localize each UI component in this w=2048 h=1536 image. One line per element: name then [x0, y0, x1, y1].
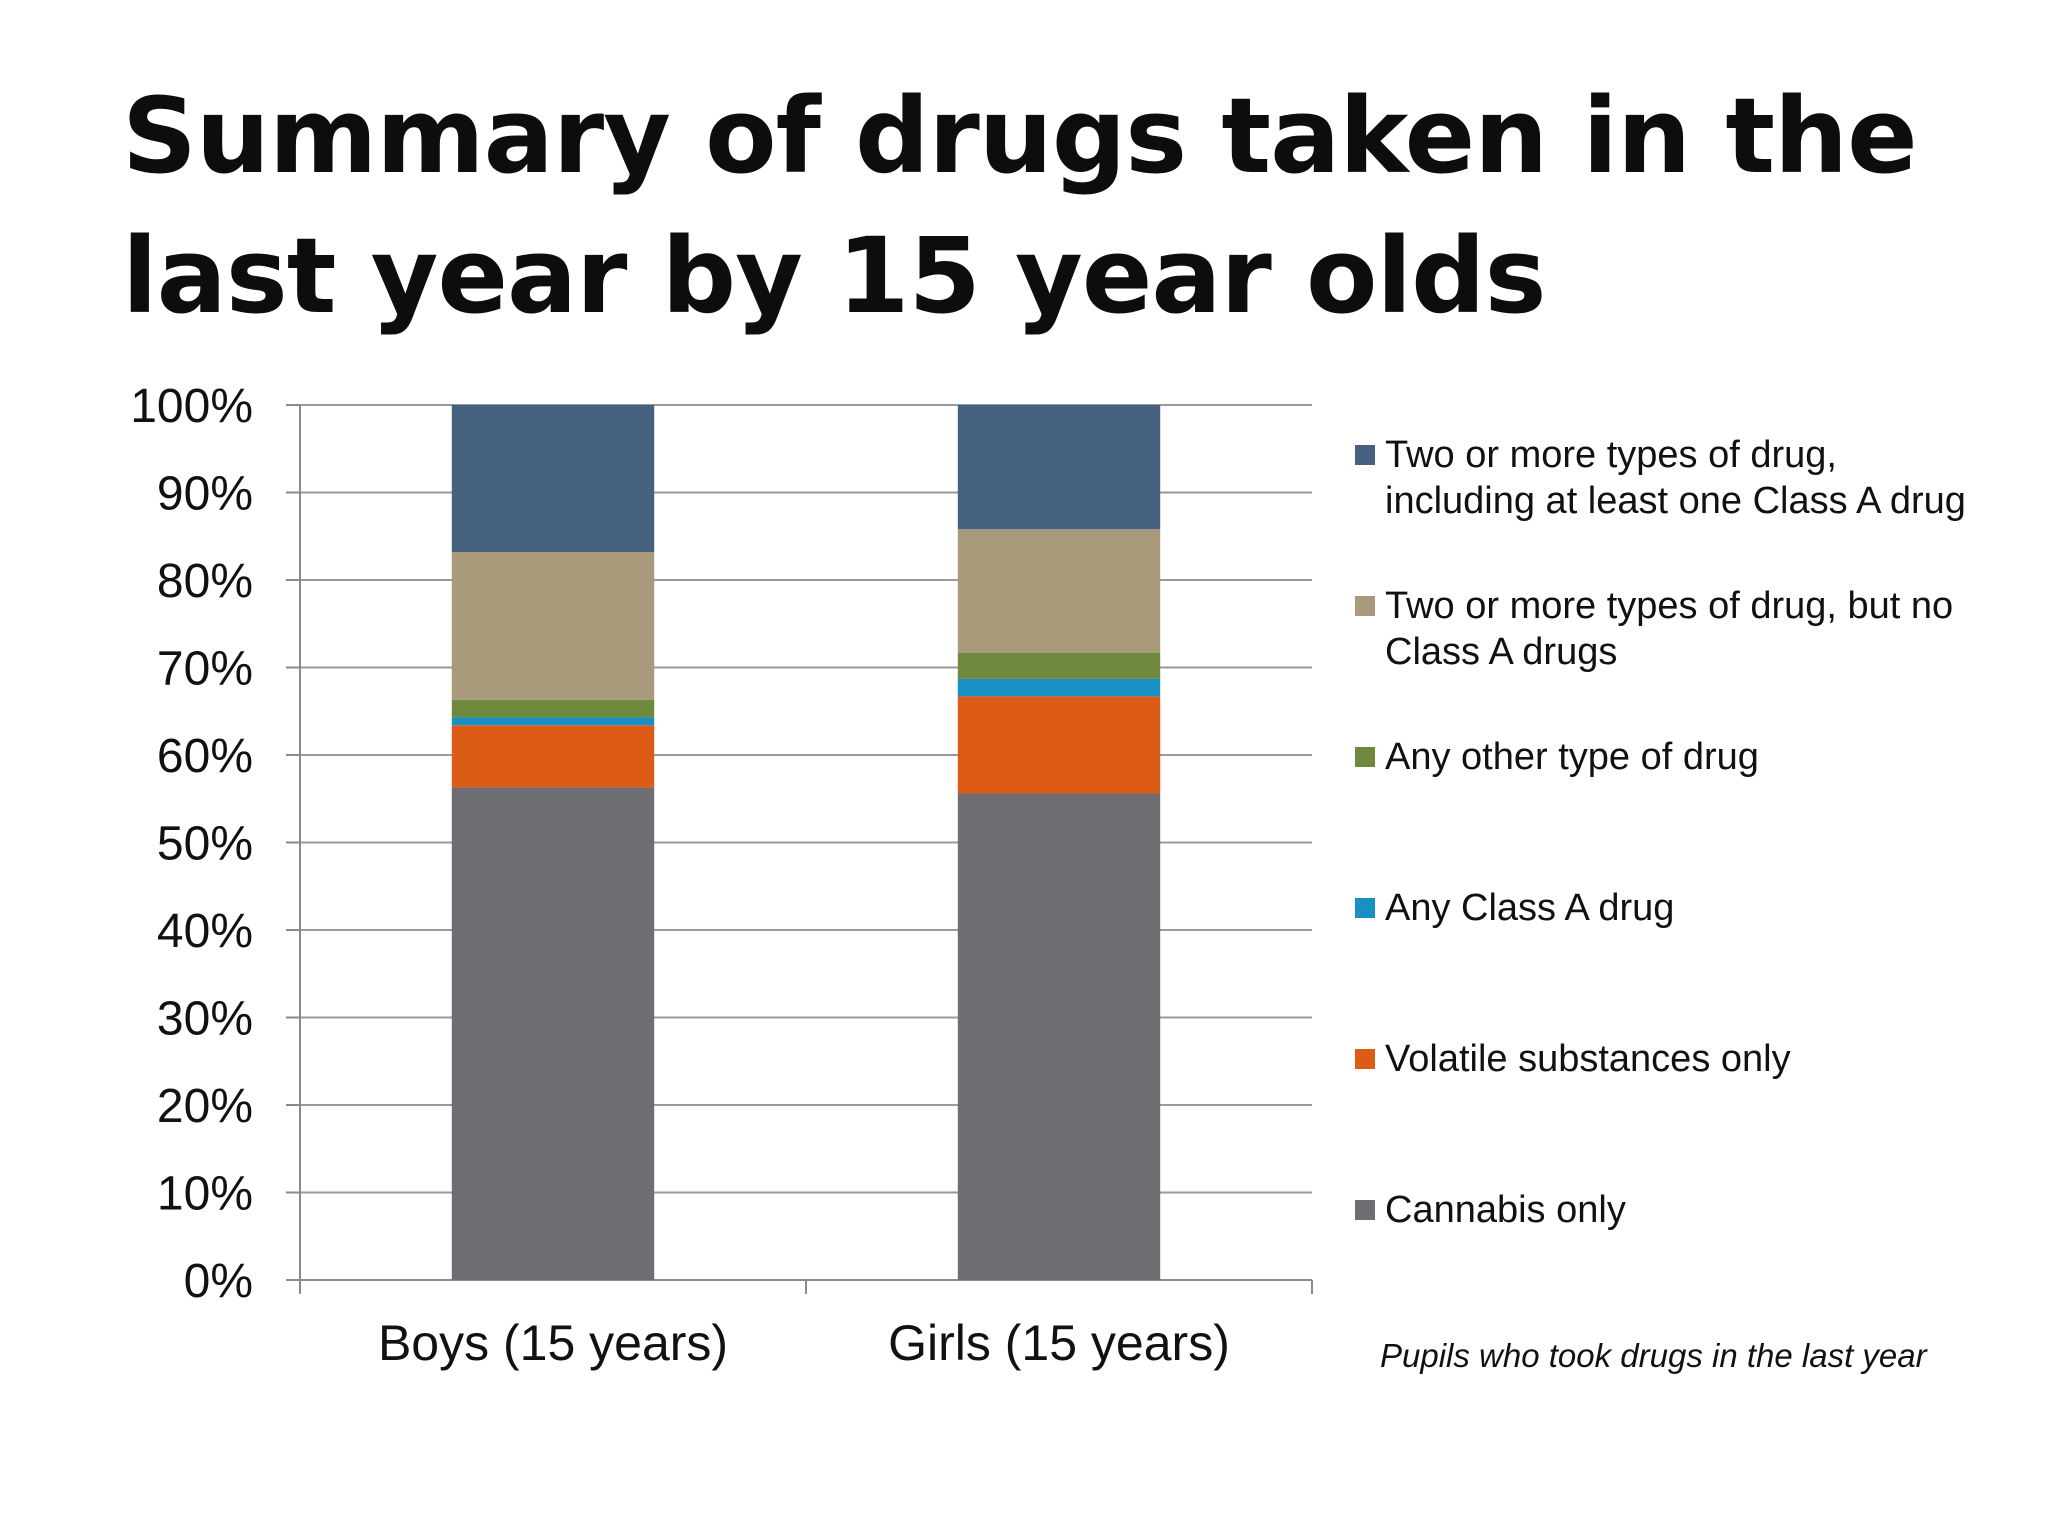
legend-item: Two or more types of drug, including at … — [1355, 432, 1975, 524]
bar-segment — [957, 793, 1161, 1280]
legend-swatch — [1355, 747, 1375, 767]
y-tick-label: 70% — [157, 643, 253, 696]
chart-note: Pupils who took drugs in the last year — [1380, 1337, 1927, 1374]
bar-segment — [957, 529, 1161, 653]
legend-swatch — [1355, 1049, 1375, 1069]
y-tick-label: 80% — [157, 555, 253, 608]
bar-segment — [451, 405, 655, 552]
legend-item: Two or more types of drug, but no Class … — [1355, 583, 1975, 675]
legend-swatch — [1355, 445, 1375, 465]
legend-swatch — [1355, 898, 1375, 918]
legend-item: Volatile substances only — [1355, 1036, 1975, 1082]
legend-item: Cannabis only — [1355, 1187, 1975, 1233]
legend-label: Volatile substances only — [1385, 1038, 1791, 1080]
y-tick-label: 40% — [157, 905, 253, 958]
legend-swatch — [1355, 596, 1375, 616]
bar-segment — [957, 678, 1161, 697]
y-axis-tick-labels: 0% 10% 20% 30% 40% 50% 60% 70% 80% 90% 100% — [130, 380, 253, 1308]
legend-item: Any other type of drug — [1355, 734, 1975, 780]
bar-segment — [451, 699, 655, 718]
bar-segment — [957, 405, 1161, 530]
bar-segment — [451, 725, 655, 788]
legend-swatch — [1355, 1200, 1375, 1220]
bar-segment — [451, 787, 655, 1280]
category-label: Boys (15 years) — [378, 1315, 728, 1371]
y-tick-label: 10% — [157, 1168, 253, 1221]
y-tick-label: 90% — [157, 468, 253, 521]
bar-segment — [957, 696, 1161, 794]
y-tick-label: 60% — [157, 730, 253, 783]
y-tick-label: 30% — [157, 993, 253, 1046]
y-tick-label: 0% — [184, 1255, 253, 1308]
x-axis-category-labels: Boys (15 years) Girls (15 years) — [378, 1315, 1230, 1371]
y-tick-label: 50% — [157, 818, 253, 871]
legend-item: Any Class A drug — [1355, 885, 1975, 931]
y-tick-label: 100% — [130, 380, 253, 433]
legend-label: Two or more types of drug, including at … — [1385, 434, 1966, 522]
bars — [451, 405, 1161, 1280]
bar-segment — [451, 552, 655, 700]
chart-legend: Two or more types of drug, including at … — [1355, 0, 1975, 1536]
legend-label: Any Class A drug — [1385, 887, 1675, 929]
category-label: Girls (15 years) — [888, 1315, 1230, 1371]
legend-label: Any other type of drug — [1385, 736, 1759, 778]
legend-label: Two or more types of drug, but no Class … — [1385, 585, 1954, 673]
bar-segment — [957, 652, 1161, 679]
slide-title: Summary of drugs taken in the last year … — [122, 75, 1918, 337]
y-tick-label: 20% — [157, 1080, 253, 1133]
bar-segment — [451, 717, 655, 726]
legend-label: Cannabis only — [1385, 1189, 1626, 1231]
